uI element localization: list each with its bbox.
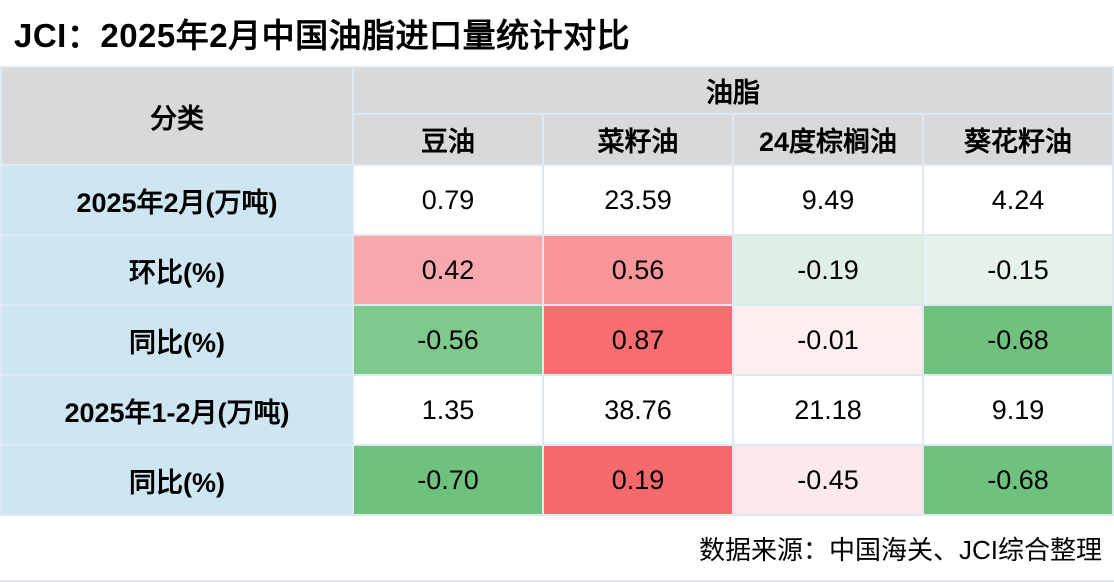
table-cell: -0.01 <box>732 304 924 376</box>
table-cell: 0.87 <box>542 304 734 376</box>
header-sub-row: 豆油 菜籽油 24度棕榈油 葵花籽油 <box>1 113 1114 166</box>
table-cell: 38.76 <box>542 374 734 446</box>
corner-header-category: 分类 <box>0 66 354 166</box>
column-header-rapeseed-oil: 菜籽油 <box>542 113 734 166</box>
row-label-mom-change: 环比(%) <box>0 234 354 306</box>
table-cell: 9.49 <box>732 164 924 236</box>
table-cell: 21.18 <box>732 374 924 446</box>
table-cell: -0.68 <box>922 304 1114 376</box>
table-row-2025-feb: 2025年2月(万吨) 0.79 23.59 9.49 4.24 <box>0 164 1114 236</box>
table-row-2025-jan-feb: 2025年1-2月(万吨) 1.35 38.76 21.18 9.19 <box>0 374 1114 446</box>
table-cell: 23.59 <box>542 164 734 236</box>
table-row-yoy-change: 同比(%) -0.56 0.87 -0.01 -0.68 <box>0 304 1114 376</box>
row-label-yoy-change: 同比(%) <box>0 304 354 376</box>
row-label-yoy-cumulative: 同比(%) <box>0 444 354 516</box>
table-cell: 0.56 <box>542 234 734 306</box>
table-cell: 0.42 <box>352 234 544 306</box>
table-cell: -0.70 <box>352 444 544 516</box>
page-title: JCI：2025年2月中国油脂进口量统计对比 <box>0 0 1114 66</box>
table-row-mom-change: 环比(%) 0.42 0.56 -0.19 -0.15 <box>0 234 1114 306</box>
data-source: 数据来源：中国海关、JCI综合整理 <box>0 516 1114 582</box>
row-label-2025-feb: 2025年2月(万吨) <box>0 164 354 236</box>
table-row-yoy-cumulative: 同比(%) -0.70 0.19 -0.45 -0.68 <box>0 444 1114 516</box>
table-cell: -0.19 <box>732 234 924 306</box>
table-cell: -0.68 <box>922 444 1114 516</box>
table-cell: 0.19 <box>542 444 734 516</box>
group-header-oils: 油脂 <box>352 66 1114 115</box>
table-cell: 4.24 <box>922 164 1114 236</box>
table-cell: 1.35 <box>352 374 544 446</box>
table-cell: 0.79 <box>352 164 544 236</box>
column-header-soybean-oil: 豆油 <box>352 113 544 166</box>
oil-import-table: 分类 油脂 豆油 菜籽油 24度棕榈油 葵花籽油 2025年2月(万吨) 0.7… <box>0 66 1114 516</box>
column-header-palm-oil-24: 24度棕榈油 <box>732 113 924 166</box>
table-cell: -0.56 <box>352 304 544 376</box>
header-group-row: 分类 油脂 <box>0 66 1114 166</box>
column-header-sunflower-oil: 葵花籽油 <box>922 113 1114 166</box>
table-cell: 9.19 <box>922 374 1114 446</box>
table-cell: -0.15 <box>922 234 1114 306</box>
row-label-2025-jan-feb: 2025年1-2月(万吨) <box>0 374 354 446</box>
table-cell: -0.45 <box>732 444 924 516</box>
